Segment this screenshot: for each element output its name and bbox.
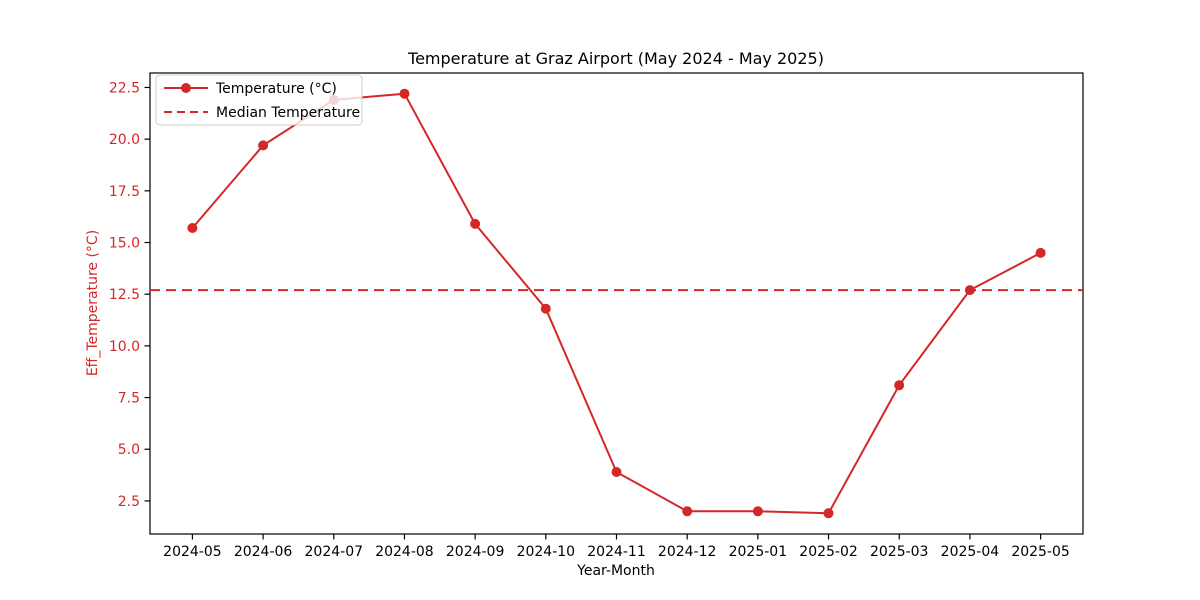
x-axis-label: Year-Month bbox=[576, 563, 655, 579]
x-tick-label: 2024-12 bbox=[658, 544, 717, 560]
y-tick-label: 22.5 bbox=[109, 80, 140, 96]
data-point-marker bbox=[187, 223, 198, 233]
legend-entry-median: Median Temperature bbox=[216, 105, 360, 121]
x-tick-label: 2025-02 bbox=[799, 544, 858, 560]
data-point-marker bbox=[964, 285, 975, 296]
y-tick-label: 10.0 bbox=[109, 339, 140, 355]
series-layer bbox=[150, 88, 1083, 519]
x-tick-label: 2024-07 bbox=[305, 544, 364, 560]
legend-marker-icon bbox=[181, 83, 191, 93]
x-tick-label: 2024-08 bbox=[375, 544, 434, 560]
data-point-marker bbox=[399, 88, 410, 99]
y-tick-label: 15.0 bbox=[109, 236, 140, 252]
y-tick-label: 20.0 bbox=[109, 132, 140, 148]
y-tick-label: 12.5 bbox=[109, 287, 140, 303]
y-axis-label: Eff_Temperature (°C) bbox=[85, 230, 101, 376]
y-axis-ticks: 2.5 5.0 7.5 10.0 12.5 15.0 17.5 20.0 22.5 bbox=[109, 80, 150, 510]
x-tick-label: 2025-01 bbox=[729, 544, 788, 560]
x-tick-label: 2024-05 bbox=[163, 544, 222, 560]
x-axis-ticks: 2024-05 2024-06 2024-07 2024-08 2024-09 2024-… bbox=[163, 534, 1070, 560]
legend-entry-temperature: Temperature (°C) bbox=[215, 81, 337, 97]
chart-title: Temperature at Graz Airport (May 2024 - … bbox=[407, 49, 824, 68]
data-point-marker bbox=[682, 506, 693, 517]
x-tick-label: 2024-10 bbox=[517, 544, 576, 560]
x-tick-label: 2025-03 bbox=[870, 544, 929, 560]
legend: Temperature (°C) Median Temperature bbox=[155, 74, 363, 126]
data-point-marker bbox=[823, 508, 834, 519]
plot-area-border bbox=[149, 72, 1084, 535]
data-point-marker bbox=[540, 303, 551, 314]
x-tick-label: 2025-05 bbox=[1011, 544, 1070, 560]
y-tick-label: 17.5 bbox=[109, 184, 140, 200]
data-point-marker bbox=[752, 506, 763, 517]
y-tick-label: 7.5 bbox=[118, 391, 140, 407]
x-tick-label: 2024-09 bbox=[446, 544, 505, 560]
data-point-marker bbox=[470, 218, 481, 229]
temperature-line bbox=[191, 92, 1042, 515]
y-tick-label: 5.0 bbox=[118, 442, 140, 458]
data-point-marker bbox=[611, 467, 622, 477]
x-tick-label: 2025-04 bbox=[941, 544, 1000, 560]
y-tick-label: 2.5 bbox=[118, 494, 140, 510]
data-point-marker bbox=[258, 140, 269, 151]
data-point-marker bbox=[1035, 247, 1046, 258]
x-tick-label: 2024-11 bbox=[587, 544, 646, 560]
data-point-marker bbox=[894, 380, 905, 391]
x-tick-label: 2024-06 bbox=[234, 544, 293, 560]
